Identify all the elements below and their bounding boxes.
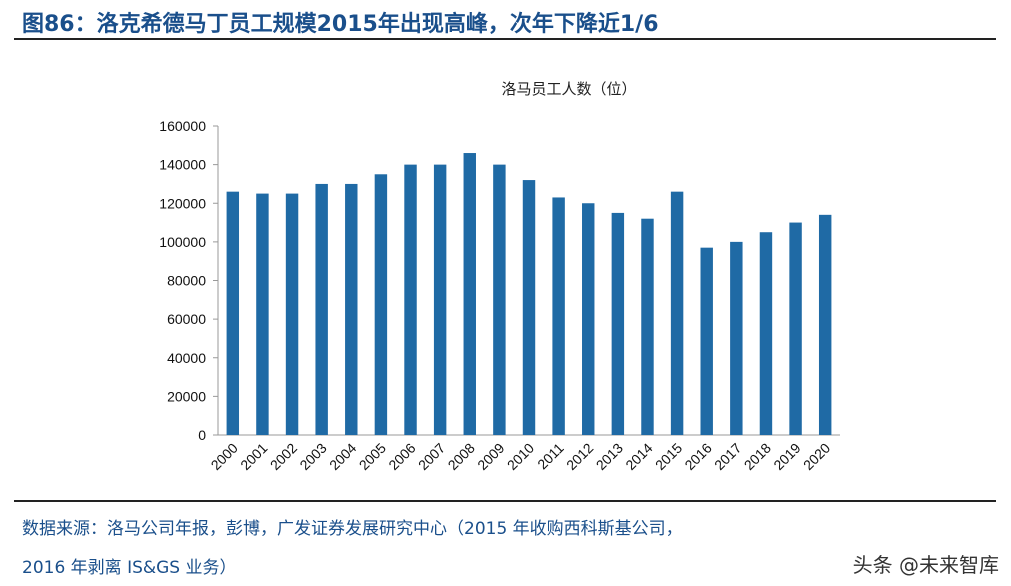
chart-title: 洛马员工人数（位） bbox=[501, 80, 636, 98]
bar-2016 bbox=[700, 247, 713, 435]
y-tick-label: 100000 bbox=[159, 234, 206, 250]
bar-2011 bbox=[552, 197, 565, 435]
x-tick-label: 2009 bbox=[474, 440, 507, 473]
bar-chart: 洛马员工人数（位） 0 20000 40000 60000 80000 100000 1200… bbox=[159, 80, 840, 473]
x-tick-label: 2019 bbox=[770, 440, 803, 473]
x-tick-label: 2011 bbox=[534, 440, 567, 473]
bar-2014 bbox=[641, 218, 654, 435]
x-tick-label: 2010 bbox=[504, 440, 537, 473]
y-tick-label: 160000 bbox=[159, 118, 206, 134]
bar-2020 bbox=[818, 214, 832, 435]
x-tick-label: 2017 bbox=[711, 440, 744, 473]
y-tick-label: 60000 bbox=[167, 311, 206, 327]
figure-title: 图86：洛克希德马丁员工规模2015年出现高峰，次年下降近1/6 bbox=[22, 12, 659, 37]
bar-2018 bbox=[759, 232, 773, 435]
bar-2019 bbox=[789, 222, 802, 435]
x-tick-label: 2000 bbox=[208, 440, 241, 473]
source-note-line1: 数据来源：洛马公司年报，彭博，广发证券发展研究中心（2015 年收购西科斯基公司… bbox=[22, 519, 683, 539]
bar-2017 bbox=[730, 241, 743, 435]
x-tick-label: 2018 bbox=[741, 440, 774, 473]
x-tick-label: 2016 bbox=[681, 440, 714, 473]
x-tick-label: 2013 bbox=[593, 440, 626, 473]
x-tick-label: 2007 bbox=[415, 440, 448, 473]
bar-2005 bbox=[374, 174, 388, 435]
x-tick-label: 2003 bbox=[296, 440, 329, 473]
bar-2009 bbox=[493, 164, 506, 435]
source-note-line2: 2016 年剥离 IS&GS 业务） bbox=[22, 558, 237, 578]
x-tick-label: 2012 bbox=[563, 440, 596, 473]
y-tick-label: 80000 bbox=[167, 273, 206, 289]
bar-2010 bbox=[522, 180, 536, 435]
x-tick-label: 2004 bbox=[326, 440, 359, 473]
bar-2007 bbox=[433, 164, 447, 435]
y-tick-label: 0 bbox=[198, 427, 206, 443]
bar-2001 bbox=[256, 193, 269, 435]
bar-2004 bbox=[345, 183, 358, 435]
bar-2012 bbox=[582, 203, 595, 435]
x-tick-label: 2015 bbox=[652, 440, 685, 473]
bottom-divider bbox=[14, 500, 996, 502]
bar-2006 bbox=[404, 164, 417, 435]
bar-2015 bbox=[670, 191, 684, 435]
x-tick-label: 2008 bbox=[445, 440, 478, 473]
y-tick-label: 20000 bbox=[167, 388, 206, 404]
bar-2013 bbox=[611, 212, 625, 435]
watermark: 头条 @未来智库 bbox=[852, 553, 999, 577]
x-tick-label: 2020 bbox=[800, 440, 833, 473]
x-tick-label: 2001 bbox=[237, 440, 270, 473]
y-tick-label: 140000 bbox=[159, 157, 206, 173]
x-tick-label: 2002 bbox=[267, 440, 300, 473]
y-tick-label: 40000 bbox=[167, 350, 206, 366]
bar-2002 bbox=[285, 193, 299, 435]
y-tick-label: 120000 bbox=[159, 195, 206, 211]
bar-2008 bbox=[463, 153, 476, 435]
bar-2000 bbox=[226, 191, 240, 435]
x-tick-label: 2014 bbox=[622, 440, 655, 473]
x-tick-label: 2005 bbox=[356, 440, 389, 473]
bar-2003 bbox=[315, 183, 328, 435]
top-divider bbox=[14, 38, 996, 40]
x-tick-label: 2006 bbox=[385, 440, 418, 473]
